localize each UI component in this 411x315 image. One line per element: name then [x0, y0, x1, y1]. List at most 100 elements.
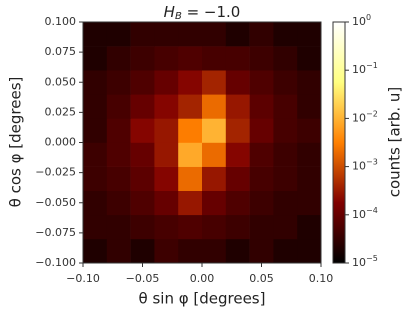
heatmap-cell [249, 46, 274, 71]
heatmap-cell [273, 94, 298, 119]
heatmap-cell [297, 22, 322, 47]
heatmap-cell [130, 46, 155, 71]
heatmap-cell [297, 94, 322, 119]
colorbar-tick-exponent: 0 [366, 13, 371, 22]
y-tick-label: 0.025 [45, 105, 77, 118]
heatmap-cell [106, 70, 131, 95]
title-variable: H [164, 3, 175, 21]
heatmap-cell [178, 190, 203, 216]
y-tick-label: 0.100 [45, 15, 77, 28]
colorbar-tick-base: 10 [352, 111, 366, 124]
x-tick-label: 0.10 [309, 272, 334, 285]
x-tick-label: 0.00 [190, 272, 215, 285]
x-axis-label: θ sin φ [degrees] [139, 290, 266, 308]
heatmap-cell [225, 22, 250, 47]
y-tick-label: −0.100 [35, 256, 76, 269]
heatmap-cell [202, 46, 227, 71]
heatmap-cell [130, 22, 155, 47]
title-text: = −1.0 [182, 3, 241, 21]
title-subscript: B [175, 11, 182, 22]
colorbar-tick-exponent: −2 [366, 109, 378, 118]
colorbar-tick-exponent: −3 [366, 157, 378, 166]
heatmap-cell [130, 166, 155, 191]
y-tick-label: −0.050 [35, 196, 76, 209]
heatmap-cell [106, 94, 131, 119]
heatmap-cell [154, 166, 179, 191]
heatmap-cell [202, 166, 227, 191]
heatmap-cell [130, 142, 155, 167]
heatmap-cell [297, 70, 322, 95]
heatmap-cell [273, 46, 298, 71]
heatmap-cell [178, 94, 203, 119]
heatmap-cell [225, 190, 250, 216]
heatmap-cell [249, 118, 274, 143]
heatmap-cell [249, 142, 274, 167]
heatmap-cell [273, 166, 298, 191]
heatmap-cell [273, 118, 298, 143]
heatmap-cell [154, 70, 179, 95]
colorbar-tick-label: 10−1 [352, 61, 378, 77]
heatmap-cell [154, 214, 179, 240]
heatmap-cell [83, 142, 108, 167]
heatmap-cell [225, 214, 250, 240]
y-tick-label: 0.075 [45, 45, 77, 58]
heatmap-cell [130, 214, 155, 240]
heatmap-cell [225, 118, 250, 143]
heatmap-cell [297, 190, 322, 216]
heatmap-cell [130, 238, 155, 264]
x-tick-label: −0.05 [126, 272, 160, 285]
y-tick-label: −0.025 [35, 166, 76, 179]
y-axis-label: θ cos φ [degrees] [7, 77, 25, 208]
heatmap-cell [297, 118, 322, 143]
heatmap-cell [297, 142, 322, 167]
heatmap-cell [249, 94, 274, 119]
heatmap-cell [83, 238, 108, 264]
heatmap-cell [154, 238, 179, 264]
heatmap-cell [202, 70, 227, 95]
heatmap-cell [83, 166, 108, 191]
heatmap-cell [178, 238, 203, 264]
colorbar-tick-base: 10 [352, 160, 366, 173]
heatmap-cell [83, 70, 108, 95]
heatmap-cell [83, 46, 108, 71]
heatmap-cell [225, 94, 250, 119]
colorbar [332, 21, 346, 264]
colorbar-tick-base: 10 [352, 63, 366, 76]
heatmap-cell [225, 166, 250, 191]
heatmap-cell [178, 46, 203, 71]
heatmap-cell [154, 118, 179, 143]
heatmap-cell [154, 190, 179, 216]
heatmap-cell [297, 238, 322, 264]
colorbar-tick-exponent: −4 [366, 205, 378, 214]
heatmap-cell [202, 118, 227, 143]
heatmap-cell [249, 190, 274, 216]
colorbar-tick-label: 10−4 [352, 205, 378, 221]
colorbar-tick-exponent: −5 [366, 254, 378, 263]
heatmap-cell [202, 190, 227, 216]
heatmap-cell [106, 118, 131, 143]
y-tick-label: 0.050 [45, 75, 77, 88]
heatmap-cell [225, 142, 250, 167]
heatmap-cell [130, 70, 155, 95]
y-tick-label: 0.000 [45, 136, 77, 149]
heatmap-cell [106, 142, 131, 167]
colorbar-label: counts [arb. u] [386, 87, 404, 198]
heatmap-cell [202, 214, 227, 240]
heatmap-cell [154, 142, 179, 167]
colorbar-tick-label: 10−2 [352, 109, 378, 125]
colorbar-tick-base: 10 [352, 208, 366, 221]
heatmap-cell [273, 70, 298, 95]
heatmap-cell [130, 118, 155, 143]
heatmap-cell [297, 214, 322, 240]
heatmap-cell [130, 94, 155, 119]
heatmap-cell [83, 22, 108, 47]
heatmap-cell [178, 142, 203, 167]
colorbar-tick-label: 10−3 [352, 157, 378, 173]
heatmap-cell [273, 22, 298, 47]
colorbar-tick-label: 100 [352, 13, 371, 29]
heatmap-cell [83, 190, 108, 216]
heatmap-cell [273, 190, 298, 216]
heatmap-cell [130, 190, 155, 216]
heatmap-cell [273, 214, 298, 240]
